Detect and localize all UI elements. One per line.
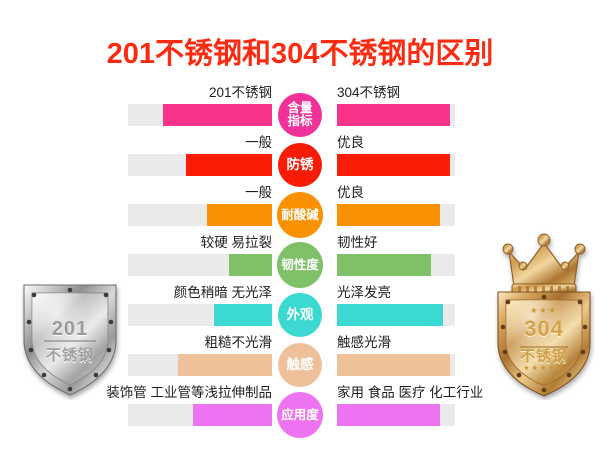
row-left-bar [214, 304, 272, 326]
category-badge[interactable]: 触感 [278, 343, 322, 387]
comparison-row: 装饰管 工业管等浅拉伸制品 家用 食品 医疗 化工行业 应用度 [0, 384, 600, 438]
row-left-track [128, 204, 272, 226]
row-left-bar [185, 154, 272, 176]
page-title: 201不锈钢和304不锈钢的区别 [106, 38, 494, 70]
comparison-row: 颜色稍暗 无光泽 光泽发亮 外观 [0, 284, 600, 337]
row-left-label: 装饰管 工业管等浅拉伸制品 [106, 385, 272, 400]
comparison-row: 较硬 易拉裂 韧性好 韧性度 [0, 234, 600, 288]
shield-201: 201 不锈钢 [18, 278, 122, 400]
row-right-label: 304不锈钢 [337, 85, 401, 100]
row-right-bar [337, 404, 440, 426]
row-right-track [337, 154, 455, 176]
category-badge[interactable]: 韧性度 [277, 242, 323, 288]
shield-304-graphic [497, 233, 591, 397]
shield-304: ★★★ 304 不锈钢 ★★★★★ [492, 228, 596, 400]
row-right-bar [337, 104, 451, 126]
row-right-bar [337, 304, 444, 326]
shield-201-graphic [23, 284, 117, 396]
row-right-track [337, 404, 455, 426]
row-left-bar [228, 254, 272, 276]
row-right-track [337, 304, 455, 326]
comparison-row: 201不锈钢 304不锈钢 含量指标 [0, 84, 600, 137]
comparison-row: 粗糙不光滑 触感光滑 触感 [0, 334, 600, 387]
comparison-rows: 201不锈钢 304不锈钢 含量指标 一般 优良 防锈 一般 优良 耐酸碱 较硬 易拉裂 韧性好 韧性… [0, 84, 600, 438]
row-left-track [128, 154, 272, 176]
row-right-track [337, 354, 455, 376]
comparison-row: 一般 优良 耐酸碱 [0, 184, 600, 238]
category-badge[interactable]: 外观 [278, 293, 322, 337]
row-right-label: 韧性好 [337, 235, 378, 250]
row-left-label: 较硬 易拉裂 [200, 235, 272, 250]
row-left-track [128, 304, 272, 326]
row-left-track [128, 404, 272, 426]
category-badge[interactable]: 含量指标 [278, 93, 322, 137]
row-right-label: 优良 [337, 185, 364, 200]
row-right-label: 触感光滑 [337, 335, 391, 350]
row-right-track [337, 254, 455, 276]
crown-icon [502, 233, 586, 296]
comparison-row: 一般 优良 防锈 [0, 134, 600, 187]
category-badge[interactable]: 防锈 [278, 143, 322, 187]
row-left-label: 201不锈钢 [208, 85, 272, 100]
category-badge[interactable]: 应用度 [277, 392, 323, 438]
row-right-bar [337, 354, 451, 376]
row-right-label: 家用 食品 医疗 化工行业 [337, 385, 484, 400]
row-left-bar [207, 204, 272, 226]
row-left-track [128, 354, 272, 376]
row-right-label: 优良 [337, 135, 364, 150]
row-right-bar [337, 254, 432, 276]
row-right-track [337, 204, 455, 226]
category-badge[interactable]: 耐酸碱 [277, 192, 323, 238]
row-left-track [128, 254, 272, 276]
row-right-bar [337, 204, 440, 226]
row-left-label: 粗糙不光滑 [204, 335, 273, 350]
row-left-label: 颜色稍暗 无光泽 [173, 285, 272, 300]
row-left-bar [162, 104, 272, 126]
row-left-bar [192, 404, 272, 426]
row-left-label: 一般 [245, 135, 272, 150]
row-right-track [337, 104, 455, 126]
row-right-bar [337, 154, 451, 176]
row-left-bar [178, 354, 272, 376]
row-right-label: 光泽发亮 [337, 285, 391, 300]
row-left-label: 一般 [245, 185, 272, 200]
row-left-track [128, 104, 272, 126]
